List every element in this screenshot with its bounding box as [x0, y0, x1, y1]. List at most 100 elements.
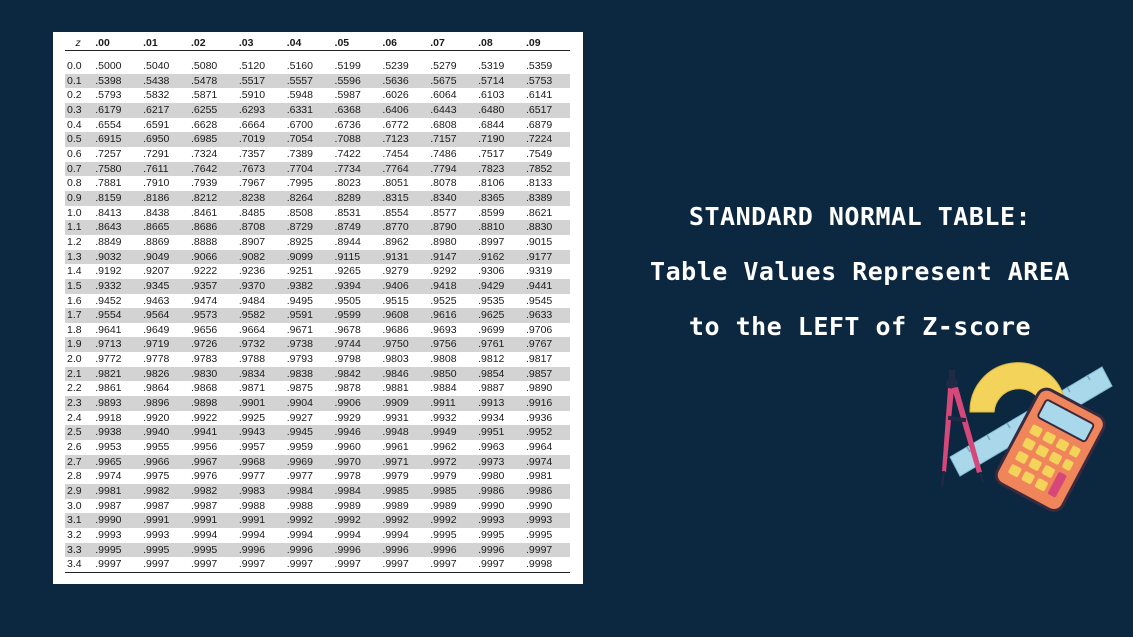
probability-cell: .6700	[286, 118, 313, 131]
probability-cell: .6064	[430, 89, 457, 102]
probability-cell: .9988	[286, 499, 313, 512]
probability-cell: .9898	[186, 396, 235, 411]
probability-cell: .8438	[143, 206, 170, 219]
probability-cell: .9719	[139, 337, 187, 353]
probability-cell: .5080	[190, 60, 218, 72]
probability-cell: .9948	[378, 425, 427, 441]
probability-cell: .9279	[382, 265, 409, 278]
probability-cell: .9997	[139, 557, 187, 573]
probability-cell: .9972	[426, 454, 475, 470]
probability-cell: .9484	[238, 294, 266, 307]
probability-cell: .8790	[426, 220, 475, 235]
title-line-1: STANDARD NORMAL TABLE:	[688, 202, 1032, 231]
probability-cell: .7764	[378, 161, 427, 177]
probability-cell: .9793	[286, 353, 313, 366]
probability-cell: .9970	[330, 454, 379, 470]
z-value-cell: 1.9	[65, 337, 92, 353]
probability-cell: .6179	[91, 102, 140, 118]
probability-cell: .6736	[334, 118, 361, 131]
probability-cell: .9996	[426, 542, 475, 558]
probability-cell: .6443	[426, 102, 475, 118]
probability-cell: .9997	[426, 557, 475, 573]
probability-cell: .9761	[474, 337, 522, 353]
z-value-cell: 2.3	[65, 396, 92, 411]
probability-cell: .9981	[91, 484, 140, 499]
probability-cell: .9767	[521, 337, 570, 353]
probability-cell: .8315	[378, 190, 427, 206]
probability-cell: .9960	[334, 441, 361, 454]
probability-cell: .9147	[426, 249, 475, 265]
probability-cell: .6554	[95, 118, 122, 131]
probability-cell: .7257	[95, 147, 122, 160]
probability-cell: .8907	[238, 235, 266, 248]
probability-cell: .9992	[378, 513, 427, 528]
probability-cell: .9994	[190, 529, 218, 541]
probability-cell: .9931	[382, 411, 409, 424]
table-row: 0.3.6179.6217.6255.6293.6331.6368.6406.6…	[65, 102, 570, 118]
calculator-icon	[994, 387, 1106, 512]
probability-cell: .8340	[426, 190, 475, 206]
probability-cell: .9991	[234, 513, 283, 528]
probability-cell: .9992	[282, 513, 331, 528]
probability-cell: .6985	[186, 132, 235, 147]
table-row: 2.2 .9861 .9864 .9868 .9871 .9875 .9878 .9881 .9…	[65, 381, 570, 396]
table-row: 0.2 .5793 .5832 .5871 .5910 .5948 .5987 .6026 .6…	[65, 88, 570, 103]
probability-cell: .9997	[234, 557, 283, 573]
probability-cell: .8749	[330, 220, 379, 235]
probability-cell: .9671	[286, 323, 313, 336]
probability-cell: .9854	[474, 366, 522, 382]
probability-cell: .7995	[286, 177, 313, 190]
probability-cell: .5359	[525, 60, 553, 72]
probability-cell: .9991	[186, 513, 235, 528]
probability-cell: .9744	[330, 337, 379, 353]
probability-cell: .9864	[143, 382, 170, 395]
probability-cell: .9875	[286, 382, 313, 395]
probability-cell: .9207	[143, 265, 170, 278]
probability-cell: .8770	[378, 220, 427, 235]
probability-cell: .9861	[95, 382, 122, 395]
column-header: .05	[330, 36, 379, 51]
z-value-cell: 0.6	[67, 147, 82, 160]
table-row: 2.0 .9772 .9778 .9783 .9788 .9793 .9798 .9803 .9…	[65, 352, 570, 367]
probability-cell: .7852	[521, 161, 570, 177]
z-value-cell: 3.0	[67, 499, 82, 512]
table-row: 0.4 .6554 .6591 .6628 .6664 .6700 .6736 .6772 .6…	[65, 118, 570, 133]
table-row: 3.2 .9993 .9993 .9994 .9994 .9994 .9994 .9994 .9…	[65, 528, 570, 543]
table-row: 0.1.5398.5438.5478.5517.5557.5596.5636.5…	[65, 73, 570, 89]
probability-cell: .9177	[521, 249, 570, 265]
probability-cell: .8849	[95, 235, 122, 248]
z-value-cell: 0.5	[65, 132, 92, 147]
z-table: z .00.01.02.03.04.05.06.07.08.09 0.0 .5000…	[65, 36, 570, 573]
probability-cell: .8508	[286, 206, 313, 219]
column-header: .00	[91, 36, 140, 51]
probability-cell: .9945	[282, 425, 331, 441]
probability-cell: .9979	[382, 470, 409, 483]
probability-cell: .6664	[238, 118, 266, 131]
probability-cell: .9049	[139, 249, 187, 265]
probability-cell: .9994	[382, 529, 409, 541]
probability-cell: .8729	[282, 220, 331, 235]
probability-cell: .9922	[190, 411, 218, 424]
probability-cell: .9732	[234, 337, 283, 353]
probability-cell: .9997	[474, 557, 522, 573]
probability-cell: .9857	[521, 366, 570, 382]
probability-cell: .5675	[426, 73, 475, 89]
probability-cell: .9982	[139, 484, 187, 499]
probability-cell: .9904	[282, 396, 331, 411]
probability-cell: .5987	[334, 89, 361, 102]
probability-cell: .5714	[474, 73, 522, 89]
probability-cell: .5000	[95, 60, 122, 72]
probability-cell: .8962	[382, 235, 409, 248]
probability-cell: .7389	[286, 147, 313, 160]
probability-cell: .5279	[430, 60, 457, 72]
probability-cell: .8051	[382, 177, 409, 190]
probability-cell: .6293	[234, 102, 283, 118]
probability-cell: .9821	[91, 366, 140, 382]
probability-cell: .9222	[190, 265, 218, 278]
probability-cell: .5753	[521, 73, 570, 89]
probability-cell: .5319	[478, 60, 505, 72]
probability-cell: .9993	[95, 529, 122, 541]
probability-cell: .9608	[378, 308, 427, 323]
probability-cell: .9370	[234, 278, 283, 294]
probability-cell: .9979	[430, 470, 457, 483]
